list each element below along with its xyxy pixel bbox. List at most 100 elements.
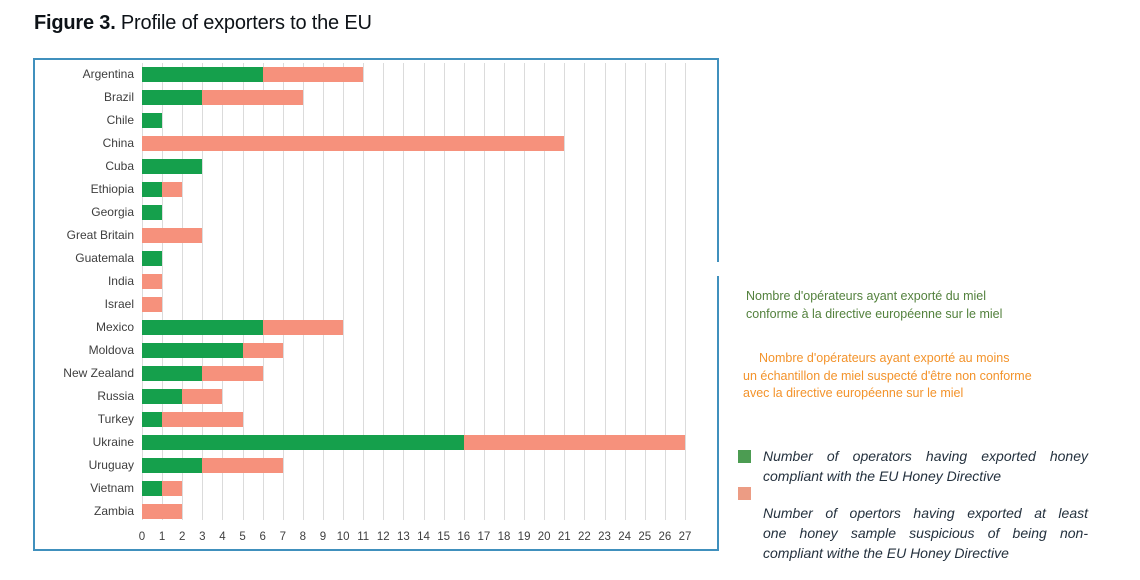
figure-caption: Profile of exporters to the EU: [120, 12, 372, 34]
category-label: Israel: [104, 297, 134, 312]
legend-en-suspicious-line: Number of opertors having exported at le…: [763, 505, 1088, 521]
x-tick-label: 5: [239, 531, 246, 543]
bar-segment-compliant: [142, 251, 163, 267]
x-tick-label: 21: [557, 531, 571, 543]
legend-en-compliant-line: Number of operators having exported hone…: [763, 448, 1088, 464]
legend-fr-suspicious-line: avec la directive européenne sur le miel: [743, 386, 964, 400]
gridline: [544, 63, 546, 520]
category-label: Turkey: [97, 412, 134, 427]
category-label: Ethiopia: [90, 182, 134, 197]
gridline: [604, 63, 606, 520]
x-tick-label: 24: [618, 531, 632, 543]
x-tick-label: 12: [376, 531, 390, 543]
category-label: Argentina: [82, 67, 134, 82]
bar-segment-compliant: [142, 366, 203, 382]
x-tick-label: 22: [578, 531, 591, 543]
bar-segment-suspicious: [202, 458, 283, 474]
x-tick-label: 15: [437, 531, 451, 543]
gridline: [142, 63, 143, 520]
x-tick-label: 25: [638, 531, 652, 543]
x-tick-label: 11: [357, 531, 370, 543]
category-label: Great Britain: [66, 228, 134, 243]
gridline: [524, 63, 526, 520]
bar-segment-compliant: [142, 159, 203, 175]
bar-segment-suspicious: [202, 366, 263, 382]
legend-fr-suspicious-line: un échantillon de miel suspecté d'être n…: [743, 368, 1032, 383]
category-label: Mexico: [95, 320, 134, 335]
x-tick-label: 17: [477, 531, 491, 543]
legend-fr-compliant: Nombre d'opérateurs ayant exporté du mie…: [746, 288, 1002, 323]
category-label: Georgia: [91, 205, 134, 220]
figure-title: Figure 3. Profile of exporters to the EU: [34, 12, 372, 35]
x-tick-label: 0: [138, 531, 146, 543]
bar-segment-suspicious: [262, 320, 344, 336]
gridline: [403, 63, 405, 520]
category-label: Zambia: [93, 504, 134, 519]
legend-swatch-suspicious: [738, 487, 751, 500]
category-label: India: [107, 274, 134, 289]
legend-fr-compliant-line: conforme à la directive européenne sur l…: [746, 306, 1003, 321]
category-label: New Zealand: [63, 366, 134, 381]
x-tick-label: 20: [537, 531, 551, 543]
gridline: [182, 63, 184, 520]
x-tick-label: 4: [219, 531, 226, 543]
x-tick-label: 9: [319, 531, 327, 543]
x-tick-label: 8: [299, 531, 307, 543]
bar-segment-suspicious: [162, 481, 183, 497]
bar-segment-compliant: [142, 343, 243, 359]
x-tick-label: 14: [417, 531, 430, 543]
category-label: Guatemala: [75, 251, 134, 266]
bar-segment-suspicious: [142, 228, 203, 244]
category-label: Uruguay: [88, 458, 134, 473]
bar-segment-compliant: [142, 182, 163, 198]
bar-segment-suspicious: [142, 297, 163, 313]
gridline: [262, 63, 264, 520]
x-tick-label: 26: [658, 531, 672, 543]
gridline: [644, 63, 646, 520]
bar-segment-suspicious: [262, 67, 364, 83]
gridline: [222, 63, 224, 520]
bar-segment-compliant: [142, 412, 163, 428]
gridline: [423, 63, 425, 520]
figure-number: Figure 3.: [34, 12, 116, 34]
category-label: Vietnam: [90, 481, 134, 496]
gridline: [624, 63, 626, 520]
x-tick-label: 13: [397, 531, 410, 543]
gridline: [443, 63, 445, 520]
category-label: China: [102, 136, 134, 151]
bar-segment-suspicious: [202, 90, 303, 106]
x-tick-label: 3: [199, 531, 206, 543]
legend-en-suspicious-line: one honey sample suspicious of being non…: [763, 525, 1088, 541]
x-tick-label: 7: [279, 531, 286, 543]
gridline: [664, 63, 666, 520]
bar-segment-suspicious: [182, 389, 223, 405]
legend-en-compliant: Number of operators having exported hone…: [763, 446, 1088, 486]
bar-segment-compliant: [142, 320, 263, 336]
category-label: Ukraine: [92, 435, 134, 450]
gridline: [282, 63, 284, 520]
bar-segment-suspicious: [463, 435, 685, 451]
x-tick-label: 23: [598, 531, 611, 543]
bar-segment-compliant: [142, 90, 203, 106]
x-tick-label: 2: [179, 531, 186, 543]
bar-segment-suspicious: [142, 504, 183, 520]
category-label: Moldova: [88, 343, 134, 358]
category-label: Brazil: [103, 90, 134, 105]
x-tick-label: 1: [158, 531, 166, 543]
x-tick-label: 19: [517, 531, 531, 543]
bar-segment-suspicious: [162, 182, 183, 198]
bar-segment-suspicious: [142, 274, 163, 290]
x-tick-label: 10: [336, 531, 350, 543]
bar-segment-suspicious: [162, 412, 243, 428]
legend-fr-suspicious-line: Nombre d'opérateurs ayant exporté au moi…: [759, 351, 1010, 365]
gridline: [383, 63, 385, 520]
bar-segment-compliant: [142, 205, 163, 221]
legend-swatch-compliant: [738, 450, 751, 463]
x-tick-label: 6: [259, 531, 266, 543]
gridline: [363, 63, 365, 520]
bar-segment-compliant: [142, 389, 183, 405]
legend-fr-suspicious: Nombre d'opérateurs ayant exporté au moi…: [743, 350, 1032, 403]
legend-fr-compliant-line: Nombre d'opérateurs ayant exporté du mie…: [746, 289, 987, 303]
gridline: [584, 63, 586, 520]
gridline: [322, 63, 324, 520]
